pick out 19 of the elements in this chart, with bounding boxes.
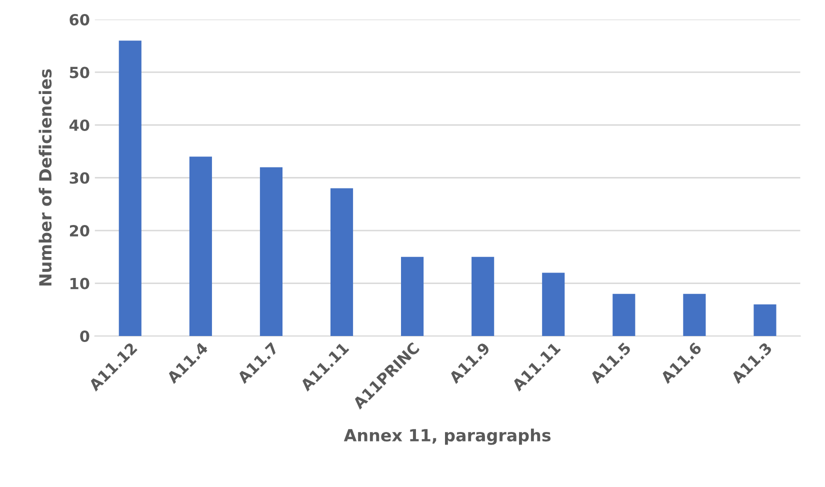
bar [683,294,706,336]
y-tick-label: 40 [69,119,90,132]
bar [612,294,636,336]
x-axis-title: Annex 11, paragraphs [344,428,551,445]
bar [542,272,565,336]
y-tick-label: 10 [70,278,90,290]
bar [472,256,494,336]
y-tick-label: 20 [70,224,90,237]
bar [754,304,776,336]
bar [260,167,283,336]
y-tick-label: 50 [70,66,90,78]
bar [330,188,354,336]
y-tick-label: 0 [80,330,90,342]
bar [118,40,142,336]
bar [189,156,212,336]
bar [401,256,424,336]
y-tick-label: 30 [70,172,90,184]
y-tick-label: 60 [70,14,90,26]
y-axis-title: Number of Deficiencies [38,69,52,286]
